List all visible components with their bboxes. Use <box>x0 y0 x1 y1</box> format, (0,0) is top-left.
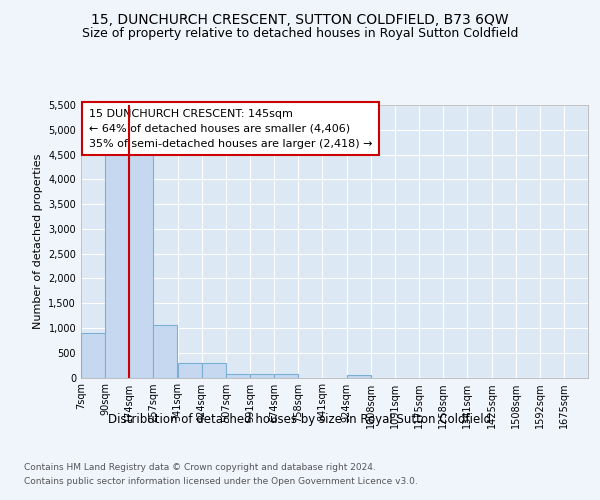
Text: Distribution of detached houses by size in Royal Sutton Coldfield: Distribution of detached houses by size … <box>109 412 491 426</box>
Text: Size of property relative to detached houses in Royal Sutton Coldfield: Size of property relative to detached ho… <box>82 28 518 40</box>
Text: Contains public sector information licensed under the Open Government Licence v3: Contains public sector information licen… <box>24 478 418 486</box>
Text: Contains HM Land Registry data © Crown copyright and database right 2024.: Contains HM Land Registry data © Crown c… <box>24 462 376 471</box>
Bar <box>178 362 202 378</box>
Bar <box>154 326 178 378</box>
Text: 15 DUNCHURCH CRESCENT: 145sqm
← 64% of detached houses are smaller (4,406)
35% o: 15 DUNCHURCH CRESCENT: 145sqm ← 64% of d… <box>89 109 372 148</box>
Bar <box>81 333 105 378</box>
Bar <box>202 362 226 378</box>
Bar <box>250 374 274 378</box>
Bar <box>347 375 371 378</box>
Y-axis label: Number of detached properties: Number of detached properties <box>33 154 43 329</box>
Bar <box>130 152 154 378</box>
Bar <box>226 374 250 378</box>
Bar <box>105 152 129 378</box>
Text: 15, DUNCHURCH CRESCENT, SUTTON COLDFIELD, B73 6QW: 15, DUNCHURCH CRESCENT, SUTTON COLDFIELD… <box>91 12 509 26</box>
Bar <box>274 374 298 378</box>
